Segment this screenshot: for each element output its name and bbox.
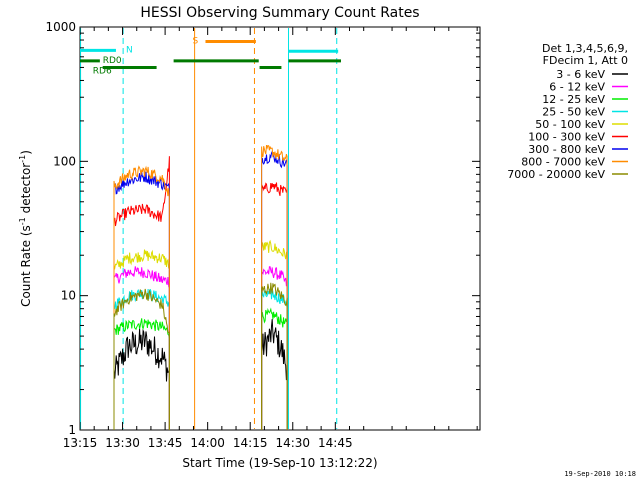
- legend-entry-label: 25 - 50 keV: [542, 106, 605, 119]
- legend-entry-label: 7000 - 20000 keV: [507, 168, 605, 181]
- y-tick-label: 100: [53, 154, 76, 168]
- legend-entry-label: 3 - 6 keV: [556, 68, 605, 81]
- series-trace: [261, 239, 288, 430]
- night-label: N: [126, 45, 133, 55]
- legend-entry-label: 300 - 800 keV: [528, 143, 605, 156]
- series-trace: [113, 328, 170, 430]
- y-axis-label-superscript: -1: [18, 217, 27, 225]
- y-axis-label-superscript: -1: [18, 155, 27, 163]
- series-trace: [113, 249, 170, 430]
- legend-entry-label: 6 - 12 keV: [549, 81, 605, 94]
- legend-entry-label: 50 - 100 keV: [535, 118, 605, 131]
- y-tick-label: 1000: [45, 20, 76, 34]
- series-trace: [113, 318, 170, 430]
- x-tick-label: 13:30: [105, 436, 140, 450]
- y-axis-label-text: Count Rate (s-1 detector-1): [18, 150, 33, 307]
- series-trace: [113, 266, 170, 430]
- chart-title: HESSI Observing Summary Count Rates: [140, 5, 419, 21]
- x-axis-label: Start Time (19-Sep-10 13:12:22): [182, 456, 377, 470]
- y-axis-label-part: detector: [19, 163, 33, 218]
- legend-entry-label: 12 - 25 keV: [542, 93, 605, 106]
- x-tick-label: 14:15: [233, 436, 268, 450]
- timestamp: 19-Sep-2010 10:18: [564, 470, 636, 478]
- series-trace: [113, 288, 170, 430]
- rd0-label: RD0: [103, 56, 122, 66]
- saa-label: S: [192, 36, 198, 46]
- x-tick-label: 14:00: [190, 436, 225, 450]
- series-trace: [261, 144, 288, 430]
- x-tick-label: 14:30: [275, 436, 310, 450]
- series-trace: [261, 266, 288, 430]
- series-trace: [113, 165, 170, 430]
- series-trace: [261, 282, 288, 430]
- y-tick-label: 1: [68, 423, 76, 437]
- y-tick-label: 10: [61, 289, 76, 303]
- legend-header-decimation: FDecim 1, Att 0: [543, 54, 628, 67]
- legend-entry-label: 800 - 7000 keV: [521, 156, 605, 169]
- x-tick-label: 14:45: [318, 436, 353, 450]
- legend-header-detectors: Det 1,3,4,5,6,9,: [542, 42, 628, 55]
- plot-frame: [79, 26, 481, 431]
- series-trace: [261, 150, 288, 430]
- y-axis-label-part: Count Rate (s: [19, 225, 33, 307]
- series-trace: [261, 182, 288, 430]
- series-trace: [261, 307, 288, 430]
- y-axis-label: Count Rate (s-1 detector-1): [18, 150, 33, 307]
- rd6-label: RD6: [93, 66, 112, 76]
- series-trace: [113, 288, 170, 430]
- series-trace: [261, 319, 288, 430]
- series-trace: [113, 156, 170, 430]
- y-axis-label-part: ): [19, 150, 33, 155]
- x-tick-label: 13:15: [63, 436, 98, 450]
- legend-entry-label: 100 - 300 keV: [528, 131, 605, 144]
- x-tick-label: 13:45: [148, 436, 183, 450]
